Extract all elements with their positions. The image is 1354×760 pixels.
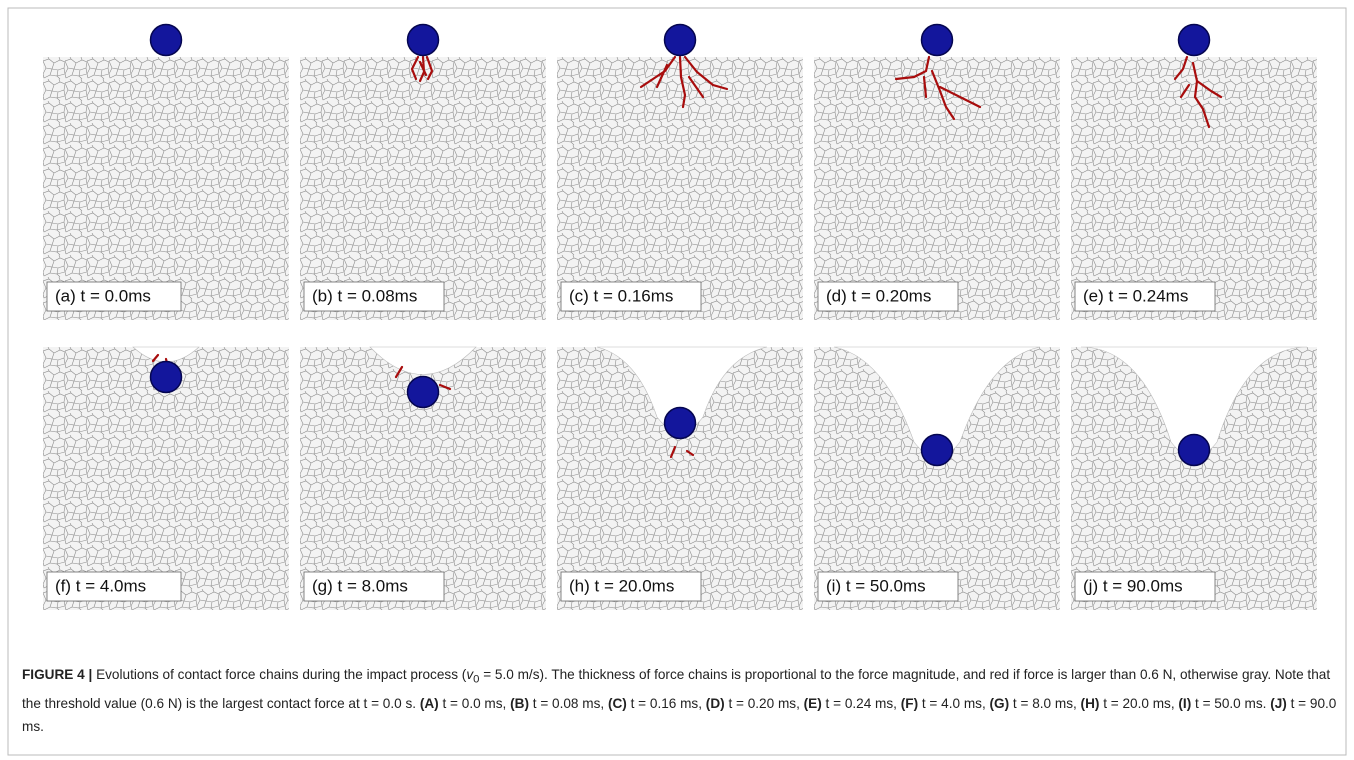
panel: (c) t = 0.16ms: [557, 23, 803, 320]
panel: (j) t = 90.0ms: [1071, 346, 1317, 610]
ball: [663, 406, 697, 440]
item-label: (G): [989, 695, 1010, 711]
panel: (g) t = 8.0ms: [300, 346, 546, 610]
panel: (b) t = 0.08ms: [300, 23, 546, 320]
panel: (e) t = 0.24ms: [1071, 23, 1317, 320]
item-label: (C): [607, 695, 627, 711]
ball: [920, 433, 954, 467]
item-label: (H): [1080, 695, 1100, 711]
variable: v: [466, 667, 474, 682]
label-box: [303, 281, 445, 312]
label-box: [1074, 281, 1216, 312]
granular-bed: [557, 57, 803, 320]
figure-label: FIGURE 4 |: [22, 667, 93, 682]
panel: (d) t = 0.20ms: [814, 23, 1060, 320]
item-text: t = 90.0 ms.: [22, 695, 1337, 734]
item-text: t = 8.0 ms,: [1012, 695, 1077, 711]
item-label: (I): [1178, 695, 1192, 711]
caption-text: = 5.0 m/s). The thickness of force chain…: [22, 667, 1331, 711]
ball: [1177, 433, 1211, 467]
granular-bed: [43, 57, 289, 320]
panel-label: (h) t = 20.0ms: [569, 576, 674, 595]
item-label: (E): [803, 695, 822, 711]
panel-label: (f) t = 4.0ms: [55, 576, 146, 595]
ball: [149, 23, 183, 57]
panel-label: (e) t = 0.24ms: [1083, 286, 1188, 305]
label-box: [560, 571, 702, 602]
label-box: [46, 571, 182, 602]
panel-label: (j) t = 90.0ms: [1083, 576, 1183, 595]
caption-text: Evolutions of contact force chains durin…: [96, 667, 467, 682]
figure-border: [7, 7, 1347, 756]
panel: (a) t = 0.0ms: [43, 23, 289, 320]
ball: [920, 23, 954, 57]
label-box: [560, 281, 702, 312]
granular-bed: [300, 57, 546, 320]
label-box: [817, 281, 959, 312]
label-box: [1074, 571, 1216, 602]
subscript: 0: [473, 673, 480, 686]
ball: [406, 375, 440, 409]
label-box: [46, 281, 182, 312]
panel: (h) t = 20.0ms: [557, 346, 803, 610]
item-text: t = 50.0 ms.: [1195, 695, 1267, 711]
panel-label: (c) t = 0.16ms: [569, 286, 673, 305]
ball: [149, 360, 183, 394]
item-label: (J): [1270, 695, 1287, 711]
label-box: [303, 571, 445, 602]
item-text: t = 20.0 ms,: [1103, 695, 1175, 711]
panel-label: (b) t = 0.08ms: [312, 286, 417, 305]
panel-label: (d) t = 0.20ms: [826, 286, 931, 305]
item-text: t = 0.24 ms,: [825, 695, 897, 711]
ball: [406, 23, 440, 57]
item-text: t = 4.0 ms,: [921, 695, 986, 711]
item-label: (B): [510, 695, 529, 711]
ball: [1177, 23, 1211, 57]
item-label: (A): [419, 695, 439, 711]
panel: (f) t = 4.0ms: [43, 346, 289, 610]
granular-bed: [814, 57, 1060, 320]
panel-label: (g) t = 8.0ms: [312, 576, 408, 595]
panel-label: (a) t = 0.0ms: [55, 286, 151, 305]
caption-items: (A) t = 0.0 ms, (B) t = 0.08 ms, (C) t =…: [22, 696, 1336, 734]
ball: [663, 23, 697, 57]
granular-bed: [1071, 57, 1317, 320]
item-text: t = 0.16 ms,: [630, 695, 703, 711]
force-chain: [894, 55, 982, 121]
force-chain: [410, 55, 434, 83]
panel: (i) t = 50.0ms: [814, 346, 1060, 610]
item-text: t = 0.0 ms,: [442, 695, 507, 711]
panel-label: (i) t = 50.0ms: [826, 576, 926, 595]
force-chain: [639, 55, 729, 109]
item-text: t = 0.20 ms,: [728, 695, 800, 711]
item-text: t = 0.08 ms,: [532, 695, 605, 711]
label-box: [817, 571, 959, 602]
item-label: (F): [900, 695, 919, 711]
force-chain: [669, 445, 695, 459]
crater: [369, 346, 477, 375]
item-label: (D): [705, 695, 725, 711]
force-chain: [1173, 55, 1223, 129]
caption: FIGURE 4 | Evolutions of contact force c…: [22, 663, 1340, 738]
